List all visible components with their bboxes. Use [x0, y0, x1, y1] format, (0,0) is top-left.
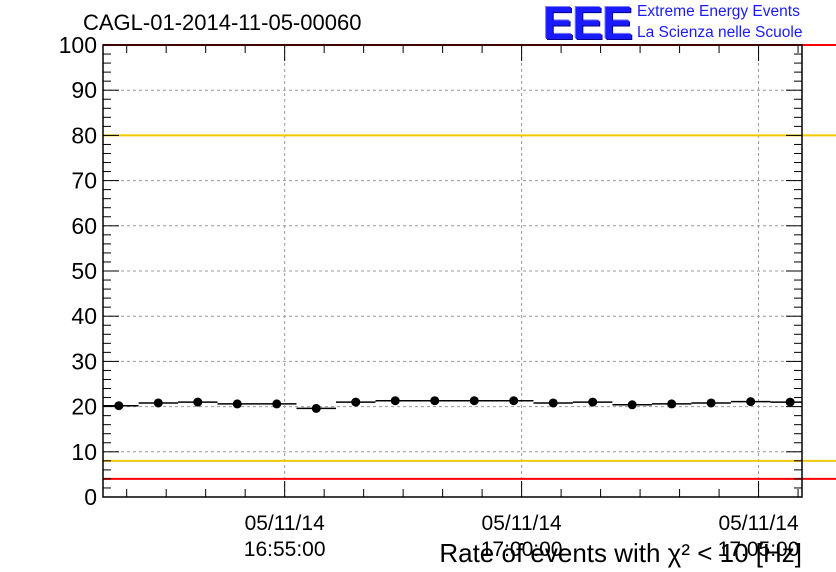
data-point — [548, 398, 558, 408]
reference-lines — [103, 44, 836, 480]
y-tick-label: 100 — [59, 32, 97, 58]
y-tick-label: 60 — [71, 213, 97, 239]
data-point — [114, 401, 124, 411]
data-point — [785, 397, 795, 407]
logo-subtitle-2: La Scienza nelle Scuole — [637, 24, 803, 41]
x-tick-label-date: 05/11/14 — [718, 512, 799, 535]
data-point — [706, 398, 716, 408]
x-axis-label: Rate of events with χ² < 10 [Hz] — [439, 538, 802, 568]
x-tick-label-time: 17:05:00 — [718, 538, 800, 561]
y-tick-label: 0 — [84, 484, 97, 510]
x-axis: 05/11/14 16:55:00 05/11/14 17:00:00 05/11/14… — [126, 45, 800, 561]
y-tick-label: 30 — [71, 348, 97, 374]
data-point — [193, 397, 203, 407]
chart-title: CAGL-01-2014-11-05-00060 — [83, 10, 362, 35]
data-point — [746, 397, 756, 407]
y-tick-label: 80 — [71, 122, 97, 148]
x-tick-label-date: 05/11/14 — [482, 512, 563, 535]
data-point — [469, 396, 479, 406]
y-tick-label: 90 — [71, 77, 97, 103]
y-tick-label: 20 — [71, 394, 97, 420]
x-tick-label-time: 16:55:00 — [244, 538, 326, 561]
data-point — [311, 403, 321, 413]
data-series — [103, 396, 802, 413]
eee-logo: EEE — [543, 0, 633, 49]
data-point — [667, 399, 677, 409]
y-tick-label: 40 — [71, 303, 97, 329]
grid-lines — [103, 45, 802, 497]
x-tick-label-time: 17:00:00 — [481, 538, 563, 561]
data-point — [588, 397, 598, 407]
y-axis: 0 10 20 30 40 50 60 70 80 90 100 — [59, 32, 802, 510]
y-tick-label: 10 — [71, 439, 97, 465]
data-point — [509, 396, 519, 406]
data-point — [232, 399, 242, 409]
data-point — [390, 396, 400, 406]
logo-subtitle-1: Extreme Energy Events — [637, 3, 800, 20]
y-tick-label: 70 — [71, 168, 97, 194]
data-point — [351, 397, 361, 407]
data-point — [153, 398, 163, 408]
data-point — [272, 399, 282, 409]
y-tick-label: 50 — [71, 258, 97, 284]
data-point — [627, 400, 637, 410]
x-tick-label-date: 05/11/14 — [245, 512, 326, 535]
data-point — [430, 396, 440, 406]
